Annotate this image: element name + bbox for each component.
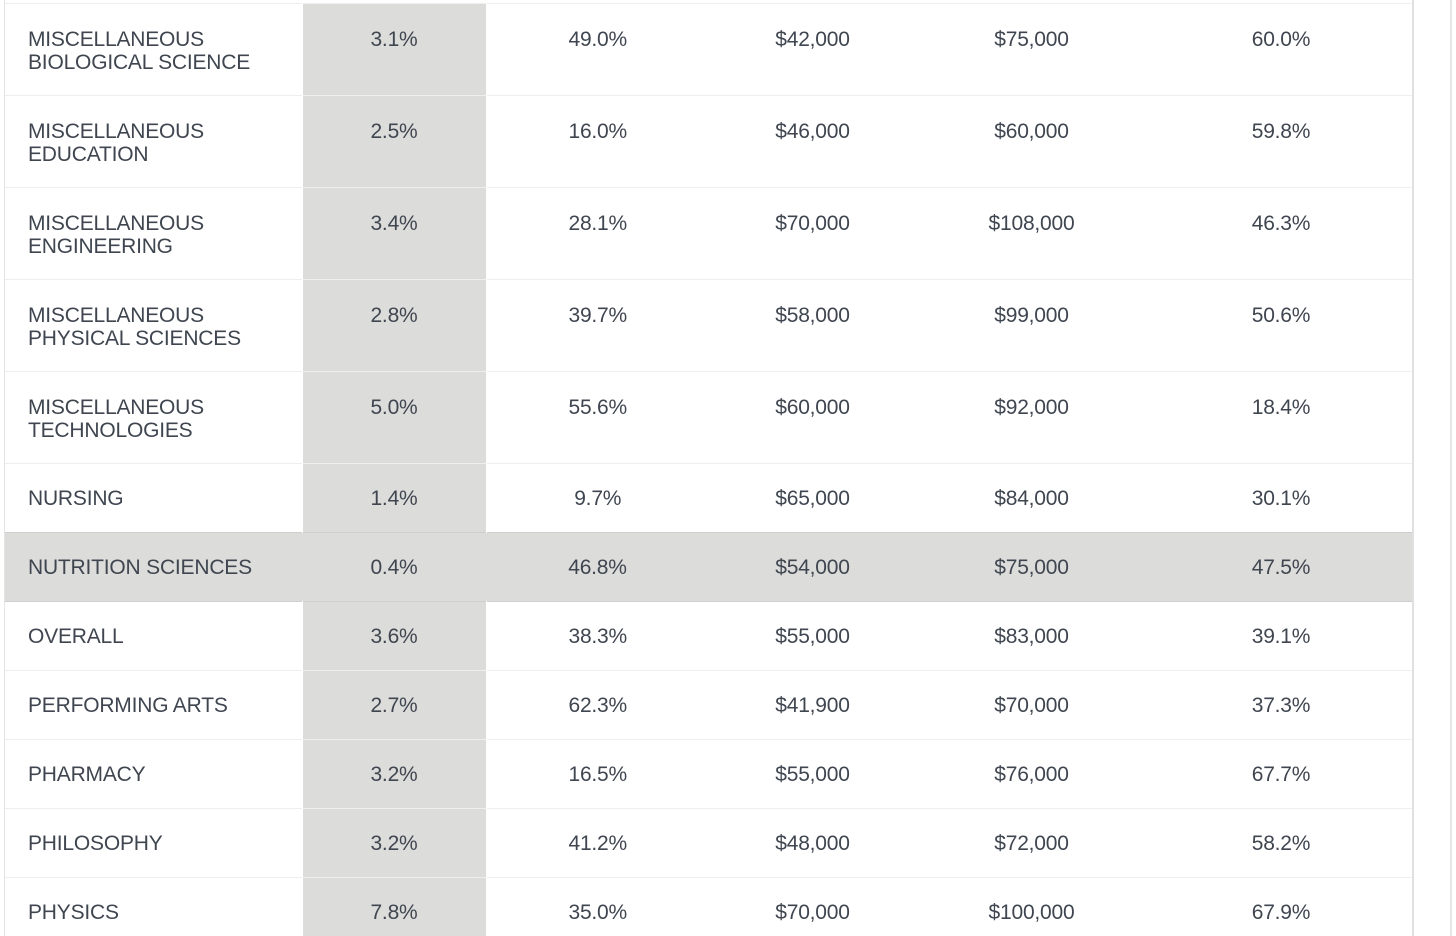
unemployment-rate-cell: 1.4% — [301, 463, 487, 533]
early-career-wage-cell: $70,000 — [775, 901, 850, 924]
early-career-wage-cell: $41,900 — [775, 694, 850, 717]
graduate-degree-share-cell: 47.5% — [1147, 532, 1412, 602]
early-career-wage-cell: $55,000 — [775, 625, 850, 648]
underemployment-rate-cell: 62.3% — [568, 694, 628, 717]
underemployment-rate-cell: 55.6% — [568, 396, 628, 419]
mid-career-wage-cell: $70,000 — [994, 694, 1069, 717]
unemployment-rate-cell: 3.1% — [301, 3, 487, 96]
table-row: MISCELLANEOUS EDUCATION 2.5% 16.0% $46,0… — [5, 95, 1412, 188]
early-career-wage-cell: $55,000 — [775, 763, 850, 786]
page-gutter — [1414, 0, 1456, 936]
table-row: PHYSICS 7.8% 35.0% $70,000 $100,000 67.9… — [5, 877, 1412, 936]
table-row: MISCELLANEOUS ENGINEERING 3.4% 28.1% $70… — [5, 187, 1412, 280]
table-row-highlighted[interactable]: NUTRITION SCIENCES 0.4% 46.8% $54,000 $7… — [5, 532, 1412, 602]
table-row: PHILOSOPHY 3.2% 41.2% $48,000 $72,000 58… — [5, 808, 1412, 878]
mid-career-wage-cell: $72,000 — [994, 832, 1069, 855]
mid-career-wage-cell: $75,000 — [994, 28, 1069, 51]
underemployment-rate-cell: 16.5% — [568, 763, 628, 786]
major-cell: PHYSICS — [28, 901, 119, 924]
graduate-degree-share-cell: 37.3% — [1251, 694, 1311, 717]
table-row: MISCELLANEOUS TECHNOLOGIES 5.0% 55.6% $6… — [5, 371, 1412, 464]
mid-career-wage-cell: $60,000 — [994, 120, 1069, 143]
unemployment-rate-cell: 2.5% — [301, 95, 487, 188]
major-cell: PERFORMING ARTS — [28, 694, 228, 717]
unemployment-rate-cell: 2.7% — [301, 670, 487, 740]
graduate-degree-share-cell: 67.7% — [1251, 763, 1311, 786]
table-body: MISCELLANEOUS BIOLOGICAL SCIENCE 3.1% 49… — [5, 3, 1412, 936]
mid-career-wage-cell: $92,000 — [994, 396, 1069, 419]
graduate-degree-share-cell: 59.8% — [1251, 120, 1311, 143]
mid-career-wage-cell: $100,000 — [988, 901, 1075, 924]
unemployment-rate-cell: 3.2% — [301, 808, 487, 878]
mid-career-wage-cell: $83,000 — [994, 625, 1069, 648]
underemployment-rate-cell: 9.7% — [574, 487, 622, 510]
major-cell: MISCELLANEOUS ENGINEERING — [28, 212, 204, 258]
graduate-degree-share-cell: 18.4% — [1251, 396, 1311, 419]
unemployment-rate-cell: 5.0% — [301, 371, 487, 464]
early-career-wage-cell: $65,000 — [775, 487, 850, 510]
graduate-degree-share-cell: 60.0% — [1251, 28, 1311, 51]
underemployment-rate-cell: 28.1% — [568, 212, 628, 235]
major-cell: PHILOSOPHY — [28, 832, 163, 855]
mid-career-wage-cell: $99,000 — [994, 304, 1069, 327]
underemployment-rate-cell: 49.0% — [568, 28, 628, 51]
mid-career-wage-cell: $76,000 — [994, 763, 1069, 786]
graduate-degree-share-cell: 50.6% — [1251, 304, 1311, 327]
underemployment-rate-cell: 16.0% — [568, 120, 628, 143]
unemployment-rate-cell: 7.8% — [301, 877, 487, 936]
major-cell: MISCELLANEOUS TECHNOLOGIES — [28, 396, 204, 442]
major-cell: NURSING — [28, 487, 124, 510]
major-cell: MISCELLANEOUS PHYSICAL SCIENCES — [28, 304, 241, 350]
graduate-degree-share-cell: 46.3% — [1251, 212, 1311, 235]
early-career-wage-cell: $60,000 — [775, 396, 850, 419]
major-cell: OVERALL — [28, 625, 124, 648]
table-row: MISCELLANEOUS BIOLOGICAL SCIENCE 3.1% 49… — [5, 3, 1412, 96]
graduate-degree-share-cell: 30.1% — [1251, 487, 1311, 510]
table-row: MISCELLANEOUS PHYSICAL SCIENCES 2.8% 39.… — [5, 279, 1412, 372]
early-career-wage-cell: $58,000 — [775, 304, 850, 327]
gutter-divider — [1450, 0, 1452, 936]
early-career-wage-cell: $42,000 — [775, 28, 850, 51]
mid-career-wage-cell: $75,000 — [916, 532, 1147, 602]
graduate-degree-share-cell: 39.1% — [1251, 625, 1311, 648]
mid-career-wage-cell: $108,000 — [988, 212, 1075, 235]
underemployment-rate-cell: 41.2% — [568, 832, 628, 855]
mid-career-wage-cell: $84,000 — [994, 487, 1069, 510]
unemployment-rate-cell: 0.4% — [302, 532, 486, 602]
table-row: PERFORMING ARTS 2.7% 62.3% $41,900 $70,0… — [5, 670, 1412, 740]
early-career-wage-cell: $54,000 — [709, 532, 916, 602]
early-career-wage-cell: $48,000 — [775, 832, 850, 855]
table-row: NURSING 1.4% 9.7% $65,000 $84,000 30.1% — [5, 463, 1412, 533]
graduate-degree-share-cell: 67.9% — [1251, 901, 1311, 924]
majors-table: MISCELLANEOUS BIOLOGICAL SCIENCE 3.1% 49… — [5, 3, 1412, 936]
unemployment-rate-cell: 2.8% — [301, 279, 487, 372]
major-cell: NUTRITION SCIENCES — [5, 532, 302, 602]
graduate-degree-share-cell: 58.2% — [1251, 832, 1311, 855]
underemployment-rate-cell: 35.0% — [568, 901, 628, 924]
major-cell: MISCELLANEOUS EDUCATION — [28, 120, 204, 166]
unemployment-rate-cell: 3.2% — [301, 739, 487, 809]
underemployment-rate-cell: 46.8% — [486, 532, 709, 602]
table-row: PHARMACY 3.2% 16.5% $55,000 $76,000 67.7… — [5, 739, 1412, 809]
table-row: OVERALL 3.6% 38.3% $55,000 $83,000 39.1% — [5, 601, 1412, 671]
early-career-wage-cell: $70,000 — [775, 212, 850, 235]
underemployment-rate-cell: 38.3% — [568, 625, 628, 648]
unemployment-rate-cell: 3.6% — [301, 601, 487, 671]
table-frame: MISCELLANEOUS BIOLOGICAL SCIENCE 3.1% 49… — [4, 0, 1414, 936]
early-career-wage-cell: $46,000 — [775, 120, 850, 143]
major-cell: MISCELLANEOUS BIOLOGICAL SCIENCE — [28, 28, 251, 74]
major-cell: PHARMACY — [28, 763, 146, 786]
unemployment-rate-cell: 3.4% — [301, 187, 487, 280]
underemployment-rate-cell: 39.7% — [568, 304, 628, 327]
